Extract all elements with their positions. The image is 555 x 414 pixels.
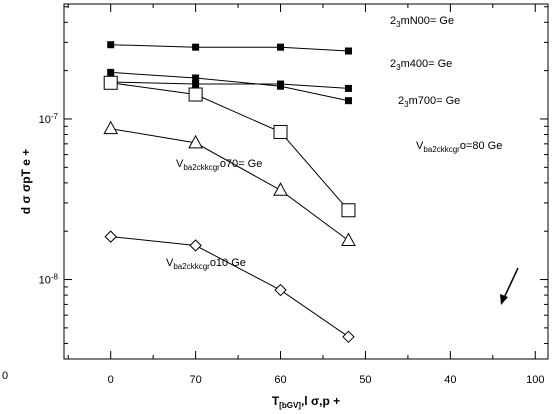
series-line — [111, 83, 349, 211]
x-tick-label: 60 — [274, 374, 286, 386]
data-point — [345, 97, 352, 104]
corner-label: 0 — [2, 370, 8, 382]
series-layer — [104, 41, 355, 342]
axis-ticks — [64, 4, 548, 359]
series-line — [111, 237, 349, 337]
series-line — [111, 45, 349, 51]
data-point — [107, 41, 114, 48]
y-axis-label: d σ σpT e + — [19, 149, 33, 214]
annotation-v10: Vba2ckkcgro10 Ge — [166, 257, 246, 271]
pointer-arrow — [500, 268, 518, 305]
data-point — [192, 81, 199, 88]
series-line — [111, 129, 349, 241]
data-point — [345, 85, 352, 92]
x-tick-label: 100 — [526, 374, 544, 386]
y-tick-label: 10-7 — [39, 112, 59, 126]
data-point — [277, 44, 284, 51]
data-point — [105, 231, 116, 242]
data-point — [192, 44, 199, 51]
data-point — [104, 76, 117, 89]
data-point — [342, 234, 355, 246]
annotation-m700: 23m700= Ge — [398, 95, 460, 109]
x-tick-label: 50 — [359, 374, 371, 386]
plot-frame — [64, 4, 548, 359]
annotation-m400: 23m400= Ge — [390, 58, 452, 72]
x-tick-label: 40 — [444, 374, 456, 386]
annotation-n00: 23mN00= Ge — [390, 15, 454, 29]
data-point — [277, 81, 284, 88]
x-axis-label: T[bGV],l σ,p + — [272, 394, 340, 410]
data-point — [189, 88, 202, 101]
data-point — [190, 240, 201, 251]
data-point — [343, 331, 354, 342]
annotation-v80: Vba2ckkcgro=80 Ge — [416, 140, 502, 154]
tick-labels: 0 70 60 50 40 100 10-7 10-8 — [39, 112, 545, 386]
data-point — [275, 285, 286, 296]
data-point — [107, 69, 114, 76]
data-point — [104, 122, 117, 134]
data-point — [192, 74, 199, 81]
data-point — [345, 48, 352, 55]
x-axis-label-sub: [bGV] — [279, 401, 301, 410]
data-point — [274, 125, 287, 138]
y-tick-label: 10-8 — [39, 273, 59, 287]
x-tick-label: 0 — [108, 374, 114, 386]
x-axis-label-rest: ,l σ,p + — [301, 394, 340, 408]
annotation-v70: Vba2ckkcgro70= Ge — [176, 158, 262, 172]
data-point — [274, 183, 287, 195]
data-point — [342, 204, 355, 217]
x-tick-label: 70 — [189, 374, 201, 386]
